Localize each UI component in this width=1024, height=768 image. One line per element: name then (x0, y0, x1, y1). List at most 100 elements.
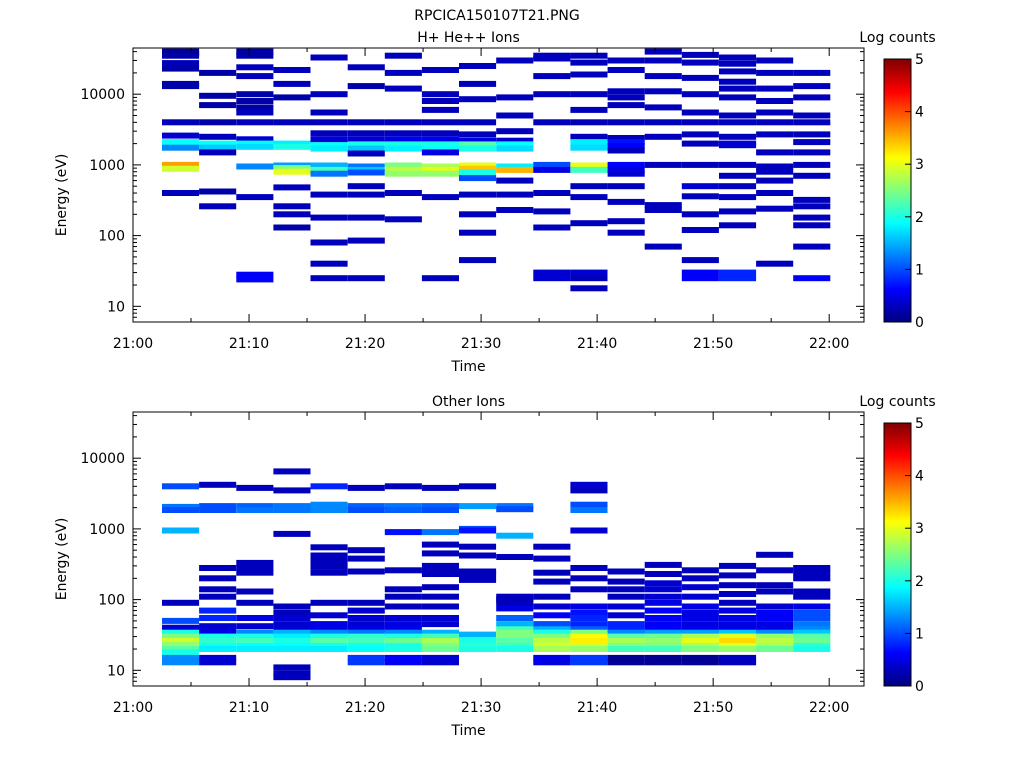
heatmap-cell (273, 503, 311, 510)
heatmap-cell (273, 468, 311, 475)
heatmap-cell (719, 78, 757, 85)
heatmap-cell (570, 565, 608, 571)
heatmap-cell (756, 629, 794, 636)
x-tick-label: 21:10 (229, 336, 269, 352)
heatmap-cell (162, 646, 200, 652)
heatmap-cell (459, 175, 497, 182)
heatmap-cell (384, 52, 422, 59)
x-tick-label: 21:00 (113, 700, 153, 716)
heatmap-cell (719, 599, 757, 606)
heatmap-cell (719, 94, 757, 101)
heatmap-cell (162, 132, 200, 139)
heatmap-cell (273, 140, 311, 147)
heatmap-cell (421, 659, 459, 666)
heatmap-cell (570, 633, 608, 640)
colorbar-tick-label: 1 (915, 626, 924, 642)
heatmap-cell (273, 143, 311, 150)
heatmap-cell (421, 507, 459, 513)
heatmap-cell (756, 168, 794, 175)
heatmap-cell (421, 654, 459, 661)
heatmap-cell (347, 599, 385, 606)
heatmap-cell (162, 638, 200, 644)
heatmap-cell (421, 571, 459, 577)
heatmap-cell (644, 73, 682, 80)
heatmap-cell (199, 615, 237, 621)
heatmap-cell (533, 269, 571, 276)
heatmap-cell (421, 638, 459, 644)
y-tick-label: 100 (98, 593, 125, 609)
heatmap-cell (310, 145, 348, 152)
heatmap-cell (756, 551, 794, 558)
heatmap-cell (459, 638, 497, 644)
heatmap-cell (681, 638, 719, 644)
x-tick-label: 21:30 (461, 700, 501, 716)
heatmap-cell (681, 257, 719, 264)
heatmap-cell (719, 142, 757, 149)
heatmap-cell (236, 73, 274, 80)
heatmap-cell (681, 193, 719, 200)
heatmap-cell (793, 83, 831, 90)
heatmap-cell (421, 194, 459, 201)
y-tick-label: 1000 (89, 158, 125, 174)
heatmap-cell (384, 483, 422, 490)
heatmap-cell (681, 646, 719, 652)
heatmap-cell (459, 141, 497, 148)
heatmap-cell (199, 481, 237, 488)
heatmap-cell (756, 582, 794, 589)
heatmap-cell (644, 202, 682, 209)
heatmap-cell (347, 626, 385, 633)
heatmap-cell (384, 621, 422, 628)
heatmap-cell (347, 64, 385, 71)
heatmap-cell (719, 60, 757, 67)
heatmap-cell (570, 269, 608, 276)
heatmap-cell (162, 659, 200, 666)
heatmap-cell (570, 194, 608, 201)
heatmap-cell (570, 91, 608, 98)
heatmap-cell (496, 145, 534, 152)
heatmap-cell (793, 569, 831, 576)
heatmap-cell (162, 483, 200, 490)
heatmap-cell (533, 55, 571, 62)
heatmap-cell (681, 626, 719, 633)
heatmap-cell (570, 481, 608, 488)
heatmap-cell (459, 169, 497, 176)
heatmap-cell (199, 507, 237, 513)
heatmap-cell (793, 243, 831, 250)
heatmap-cell (570, 586, 608, 593)
heatmap-cell (236, 48, 274, 55)
heatmap-cell (644, 119, 682, 126)
heatmap-cell (533, 646, 571, 652)
heatmap-cell (273, 80, 311, 87)
heatmap-cell (236, 109, 274, 116)
x-tick-label: 21:30 (461, 336, 501, 352)
heatmap-cell (384, 503, 422, 510)
heatmap-cell (384, 633, 422, 640)
heatmap-cell (607, 218, 645, 225)
colorbar-tick-label: 3 (915, 157, 924, 173)
heatmap-cell (310, 626, 348, 633)
heatmap-cell (199, 654, 237, 661)
heatmap-cell (496, 166, 534, 173)
heatmap-cell (236, 599, 274, 606)
heatmap-cell (384, 659, 422, 666)
heatmap-cell (570, 575, 608, 582)
heatmap-cell (421, 484, 459, 491)
heatmap-cell (756, 609, 794, 616)
heatmap-cell (310, 638, 348, 644)
heatmap-cell (421, 584, 459, 591)
heatmap-cell (347, 136, 385, 143)
y-tick-label: 100 (98, 229, 125, 245)
heatmap-cell (199, 633, 237, 640)
colorbar-tick-label: 5 (915, 52, 924, 68)
heatmap-cell (459, 527, 497, 534)
heatmap-cell (533, 603, 571, 610)
x-tick-label: 21:50 (693, 700, 733, 716)
heatmap-cell (793, 275, 831, 282)
heatmap-cell (533, 569, 571, 576)
heatmap-cell (681, 91, 719, 98)
x-tick-label: 21:40 (577, 336, 617, 352)
heatmap-cell (607, 94, 645, 101)
heatmap-cell (570, 621, 608, 628)
